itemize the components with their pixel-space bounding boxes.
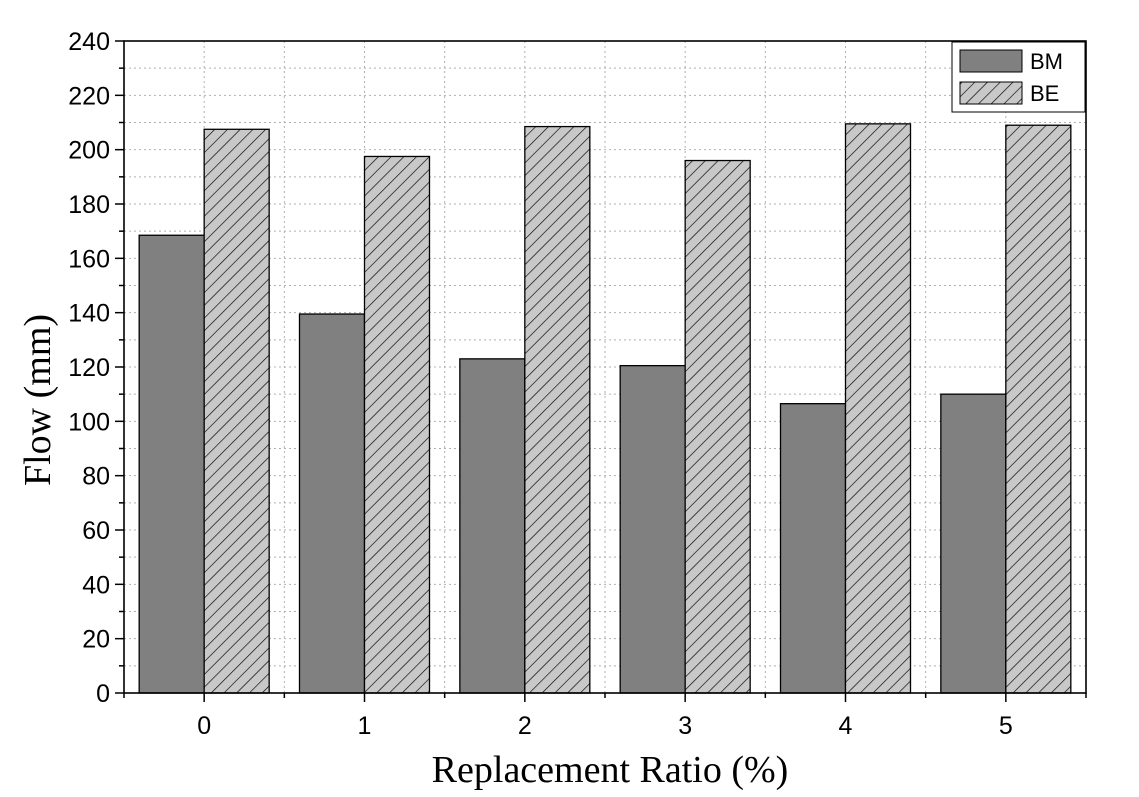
legend-swatch-bm — [959, 49, 1023, 73]
y-tick-label: 120 — [68, 354, 110, 382]
legend-label-bm: BM — [1030, 49, 1063, 74]
legend-swatch-be — [959, 81, 1023, 105]
bars — [138, 123, 1072, 694]
y-tick-label: 160 — [68, 245, 110, 273]
axis-ticks — [115, 40, 1087, 702]
y-axis-title: Flow (mm) — [17, 314, 59, 486]
bar-be-3 — [684, 159, 751, 694]
y-tick-label: 60 — [82, 517, 110, 545]
bar-be-1 — [363, 155, 431, 694]
x-tick-label: 1 — [358, 712, 372, 740]
x-tick-label: 4 — [839, 712, 853, 740]
bar-bm-5 — [940, 393, 1007, 694]
y-tick-label: 40 — [82, 571, 110, 599]
bar-be-0 — [203, 128, 270, 694]
bar-bm-2 — [459, 358, 526, 694]
legend: BM BE — [951, 41, 1086, 113]
x-tick-label: 3 — [678, 712, 692, 740]
bar-bm-0 — [138, 234, 205, 694]
x-axis-title: Replacement Ratio (%) — [432, 749, 789, 791]
y-tick-label: 80 — [82, 463, 110, 491]
y-tick-label: 240 — [68, 28, 110, 56]
x-tick-label: 5 — [999, 712, 1013, 740]
x-tick-label: 0 — [197, 712, 211, 740]
bar-bm-1 — [298, 313, 366, 694]
bar-be-2 — [524, 125, 591, 694]
y-tick-label: 20 — [82, 626, 110, 654]
y-tick-label: 220 — [68, 82, 110, 110]
legend-label-be: BE — [1030, 81, 1059, 106]
y-tick-label: 140 — [68, 300, 110, 328]
y-tick-label: 0 — [96, 680, 110, 708]
x-tick-label: 2 — [518, 712, 532, 740]
y-tick-label: 100 — [68, 408, 110, 436]
bar-be-4 — [844, 123, 912, 694]
bar-bm-4 — [779, 403, 847, 694]
bar-be-5 — [1005, 124, 1072, 694]
y-tick-label: 200 — [68, 137, 110, 165]
bar-bm-3 — [619, 364, 686, 694]
tick-labels: 0 20 40 60 80 100 120 140 160 180 200 220 240 0 1 2 3 4 5 — [68, 28, 1013, 740]
y-tick-label: 180 — [68, 191, 110, 219]
